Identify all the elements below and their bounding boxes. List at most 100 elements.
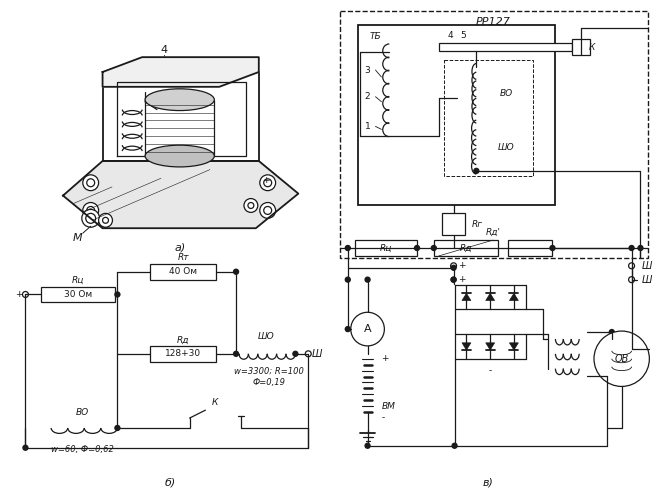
Text: +: + — [458, 261, 465, 270]
Text: б): б) — [164, 477, 176, 488]
Text: +: + — [262, 176, 270, 186]
Circle shape — [628, 263, 634, 269]
Circle shape — [345, 246, 350, 250]
Text: Rд: Rд — [177, 335, 190, 344]
Text: ОВ: ОВ — [615, 354, 629, 364]
Circle shape — [260, 175, 276, 190]
Text: +: + — [14, 290, 22, 299]
Circle shape — [86, 213, 95, 223]
Circle shape — [248, 202, 254, 208]
Bar — [442, 213, 465, 235]
Ellipse shape — [145, 89, 215, 111]
Text: 30 Ом: 30 Ом — [64, 290, 93, 299]
Text: Rц: Rц — [72, 276, 84, 285]
Polygon shape — [486, 343, 495, 350]
Circle shape — [594, 331, 649, 386]
Text: Rд: Rд — [460, 244, 472, 252]
Circle shape — [451, 277, 456, 282]
Circle shape — [83, 175, 99, 190]
Circle shape — [82, 209, 99, 227]
Text: ВО: ВО — [76, 408, 89, 417]
Bar — [41, 287, 115, 303]
Text: Ш: Ш — [312, 349, 322, 359]
Text: Rт: Rт — [178, 253, 189, 262]
Circle shape — [115, 426, 120, 431]
Text: Ф=0,19: Ф=0,19 — [252, 378, 285, 387]
Text: w=60, Ф=0,62: w=60, Ф=0,62 — [51, 445, 114, 454]
Text: Rц: Rц — [380, 244, 392, 252]
Circle shape — [23, 445, 28, 450]
Circle shape — [451, 263, 457, 269]
Circle shape — [451, 277, 456, 282]
Circle shape — [22, 292, 28, 298]
Bar — [443, 60, 533, 176]
Polygon shape — [63, 161, 298, 228]
Circle shape — [305, 351, 311, 357]
Polygon shape — [509, 343, 519, 350]
Circle shape — [628, 277, 634, 283]
Circle shape — [451, 246, 456, 250]
Text: ВО: ВО — [499, 89, 513, 98]
Bar — [340, 11, 648, 258]
Circle shape — [609, 329, 615, 334]
Circle shape — [638, 246, 643, 250]
Text: Ш: Ш — [642, 275, 652, 285]
Circle shape — [365, 277, 370, 282]
Text: Rг: Rг — [471, 220, 482, 229]
Polygon shape — [509, 294, 519, 301]
Circle shape — [629, 246, 634, 250]
Text: w=3300; R=100: w=3300; R=100 — [234, 367, 303, 376]
Text: 1: 1 — [365, 122, 370, 131]
Bar — [439, 43, 572, 51]
Text: 40 Ом: 40 Ом — [169, 267, 197, 276]
Text: а): а) — [174, 243, 186, 253]
Text: A: A — [364, 324, 371, 334]
Text: К: К — [589, 43, 595, 52]
Circle shape — [244, 198, 258, 212]
Circle shape — [264, 179, 272, 186]
Circle shape — [351, 312, 384, 346]
Polygon shape — [486, 294, 495, 301]
Polygon shape — [462, 343, 471, 350]
Bar — [150, 346, 216, 362]
Bar — [572, 39, 590, 55]
Bar — [434, 240, 498, 256]
Polygon shape — [103, 57, 259, 87]
Circle shape — [260, 202, 276, 218]
Text: 5: 5 — [461, 31, 467, 40]
Circle shape — [452, 443, 457, 448]
Circle shape — [293, 351, 298, 356]
Circle shape — [87, 206, 95, 214]
Text: 3: 3 — [365, 65, 370, 74]
Text: ТБ: ТБ — [370, 32, 381, 41]
Circle shape — [264, 206, 272, 214]
Circle shape — [345, 277, 350, 282]
Text: 4: 4 — [448, 31, 453, 40]
Text: Rд': Rд' — [486, 228, 501, 237]
Text: Ш: Ш — [642, 261, 652, 271]
Circle shape — [365, 443, 370, 448]
Bar — [508, 240, 553, 256]
Text: ШО: ШО — [257, 331, 274, 340]
Circle shape — [415, 246, 420, 250]
Circle shape — [605, 373, 609, 378]
Bar — [355, 240, 417, 256]
Circle shape — [474, 169, 479, 173]
Circle shape — [103, 217, 109, 223]
Circle shape — [87, 179, 95, 186]
Circle shape — [345, 326, 350, 331]
Text: ВМ: ВМ — [382, 402, 395, 411]
Text: ШО: ШО — [497, 143, 515, 152]
Circle shape — [234, 269, 238, 274]
Text: К: К — [212, 398, 218, 407]
Text: М: М — [73, 233, 83, 243]
Text: РР127: РР127 — [476, 16, 511, 27]
Text: +: + — [458, 275, 465, 284]
Bar — [150, 264, 216, 280]
Text: в): в) — [483, 477, 494, 488]
Text: -: - — [488, 366, 492, 375]
Circle shape — [83, 202, 99, 218]
Circle shape — [234, 351, 238, 356]
Bar — [358, 24, 555, 205]
Circle shape — [451, 265, 456, 270]
